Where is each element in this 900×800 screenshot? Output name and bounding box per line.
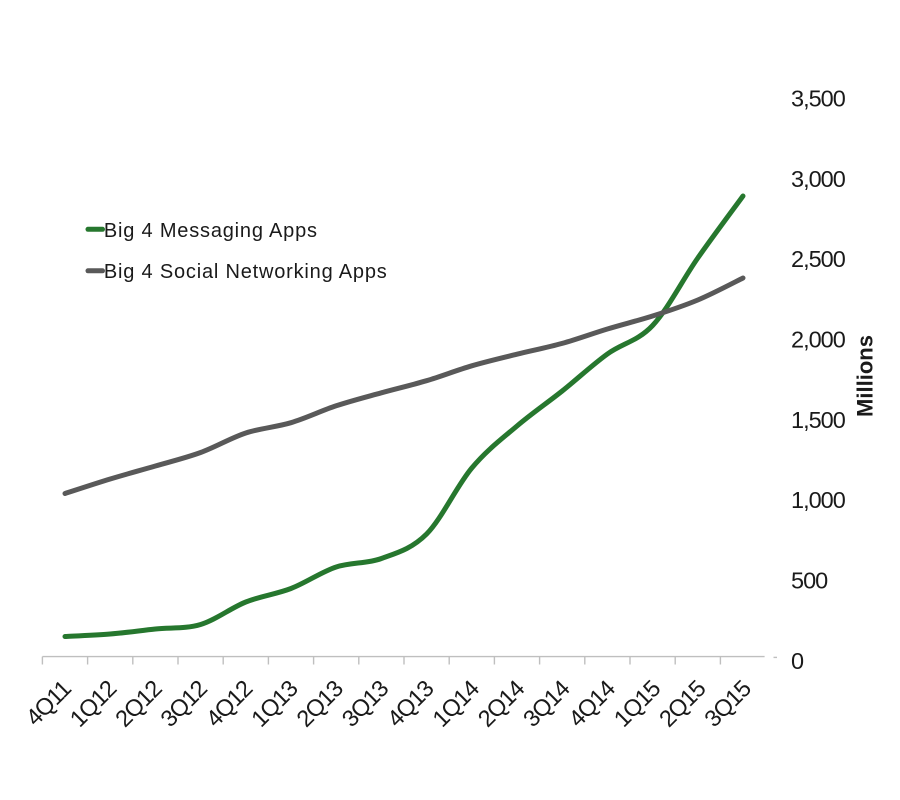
svg-text:2Q15: 2Q15: [654, 675, 711, 732]
svg-text:3,000: 3,000: [791, 166, 846, 192]
svg-text:3Q12: 3Q12: [155, 676, 211, 732]
svg-text:3,500: 3,500: [791, 86, 846, 112]
svg-text:4Q11: 4Q11: [21, 676, 76, 731]
svg-text:1Q15: 1Q15: [609, 675, 666, 732]
svg-text:2Q12: 2Q12: [110, 676, 166, 732]
svg-text:500: 500: [791, 568, 828, 594]
svg-text:3Q14: 3Q14: [518, 675, 575, 732]
svg-text:1Q14: 1Q14: [427, 675, 484, 732]
svg-text:Millions: Millions: [853, 335, 878, 417]
svg-text:0: 0: [791, 648, 804, 674]
svg-text:1,000: 1,000: [791, 487, 846, 513]
svg-text:4Q12: 4Q12: [201, 676, 257, 732]
svg-text:2Q13: 2Q13: [291, 675, 348, 732]
svg-text:2,000: 2,000: [791, 327, 846, 353]
svg-text:4Q14: 4Q14: [563, 675, 620, 732]
svg-text:4Q13: 4Q13: [382, 675, 439, 732]
svg-text:3Q15: 3Q15: [699, 675, 756, 732]
svg-text:Big 4 Messaging Apps: Big 4 Messaging Apps: [104, 220, 318, 242]
svg-text:Big 4 Social Networking Apps: Big 4 Social Networking Apps: [104, 261, 388, 283]
svg-text:2,500: 2,500: [791, 246, 846, 272]
svg-text:2Q14: 2Q14: [473, 675, 530, 732]
svg-text:1Q12: 1Q12: [65, 676, 121, 732]
svg-text:3Q13: 3Q13: [337, 675, 394, 732]
svg-text:1,500: 1,500: [791, 407, 846, 433]
svg-text:1Q13: 1Q13: [246, 675, 303, 732]
